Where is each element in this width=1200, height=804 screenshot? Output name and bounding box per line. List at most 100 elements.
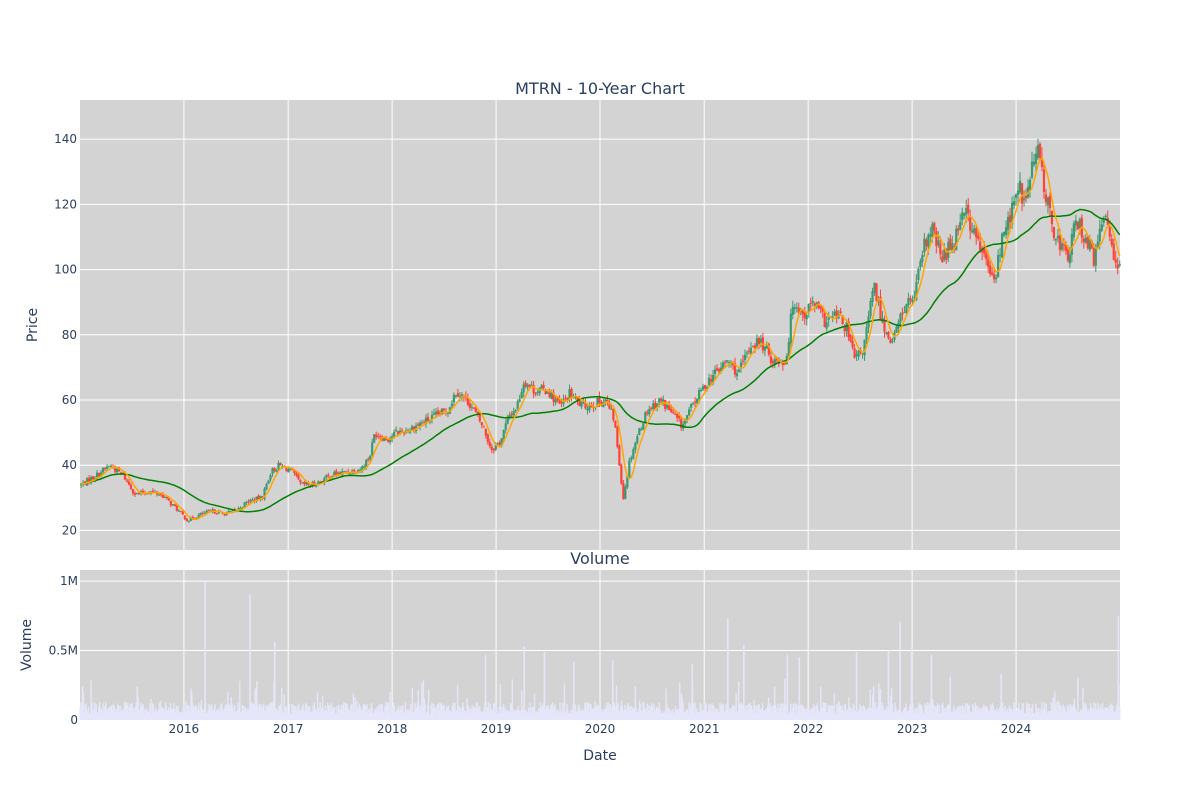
volume-bar [342, 704, 344, 720]
volume-bar [966, 714, 968, 720]
volume-bar [661, 710, 664, 720]
candle-body [803, 311, 806, 319]
volume-bar [529, 703, 531, 720]
volume-bar [1051, 709, 1053, 720]
volume-bar [1101, 710, 1103, 720]
volume-bar [855, 709, 857, 720]
volume-bar [950, 713, 953, 720]
volume-bar [1089, 709, 1091, 720]
volume-bar [819, 713, 821, 720]
volume-bar [971, 711, 973, 720]
candle-body [301, 482, 304, 484]
candle-body [769, 356, 772, 363]
candle-body [642, 423, 645, 430]
volume-bar [592, 709, 595, 720]
volume-bar [736, 711, 738, 720]
volume-bar [976, 713, 978, 720]
volume-bar [735, 693, 737, 720]
volume-bar [500, 713, 502, 720]
candle-body [959, 221, 962, 230]
volume-bar [681, 698, 684, 720]
volume-bar [242, 705, 244, 720]
volume-bar [806, 707, 808, 720]
volume-bar [708, 708, 711, 720]
volume-bar [121, 710, 123, 720]
volume-bar [300, 711, 302, 720]
volume-bar [86, 709, 88, 720]
price-tick-label: 120 [54, 197, 77, 211]
volume-bar [934, 706, 936, 720]
volume-bar [292, 706, 294, 720]
volume-bar [270, 703, 273, 720]
volume-bar [444, 713, 447, 720]
candle-body [530, 384, 533, 386]
volume-bar [83, 711, 85, 720]
volume-bar [515, 710, 518, 720]
volume-bar [874, 702, 877, 720]
candle-body [991, 272, 994, 275]
candle-body [957, 228, 960, 231]
volume-bar [707, 711, 709, 720]
volume-bar [532, 706, 534, 720]
volume-bar [255, 688, 257, 720]
volume-bar [825, 712, 828, 720]
volume-bar [776, 707, 778, 720]
volume-bar [653, 704, 655, 720]
volume-bar [1068, 710, 1071, 720]
volume-bar [786, 654, 789, 720]
candle-body [1092, 248, 1095, 266]
volume-bar [472, 709, 474, 720]
volume-bar [884, 709, 886, 720]
volume-bar [340, 704, 343, 720]
volume-bar [1083, 703, 1085, 720]
volume-bar [1107, 713, 1110, 720]
volume-bar [170, 710, 173, 720]
volume-bar [734, 711, 736, 720]
volume-bar [919, 704, 921, 720]
volume-bar [668, 708, 671, 720]
volume-bar [116, 712, 118, 720]
volume-bar [990, 704, 992, 720]
candle-body [119, 472, 123, 474]
volume-bar [391, 707, 393, 720]
candle-body [339, 471, 342, 475]
volume-bar [1012, 709, 1014, 720]
volume-bar [957, 706, 959, 720]
volume-bar [467, 705, 469, 720]
volume-bar [415, 707, 418, 720]
volume-bar [227, 704, 230, 720]
volume-bar [452, 702, 455, 720]
volume-bar [638, 700, 641, 720]
candle-body [731, 363, 735, 366]
volume-bar [984, 706, 987, 720]
volume-bar [365, 712, 367, 720]
volume-bar [692, 702, 695, 720]
candle-body [259, 495, 262, 500]
volume-bar [1115, 706, 1117, 720]
volume-bar [1103, 709, 1106, 720]
volume-bar [321, 696, 324, 720]
volume-bar [202, 713, 204, 720]
volume-bar [893, 711, 895, 720]
x-tick-label: 2019 [481, 722, 512, 736]
volume-bar [871, 708, 873, 720]
volume-bar [702, 709, 705, 720]
candle-body [1094, 248, 1097, 266]
candle-body [929, 234, 932, 237]
volume-bar [432, 707, 434, 720]
candle-body [229, 511, 232, 513]
volume-bar [635, 706, 637, 720]
price-tick-label: 60 [62, 393, 77, 407]
candle-body [610, 408, 613, 410]
volume-bar [780, 704, 783, 720]
candle-body [917, 268, 920, 280]
volume-bar [303, 713, 306, 720]
candle-body [817, 301, 820, 309]
volume-bar [862, 705, 865, 720]
volume-bar [177, 706, 179, 720]
volume-bar [197, 710, 199, 720]
candle-body [977, 235, 980, 239]
volume-bar [216, 713, 219, 720]
volume-bar [227, 691, 229, 720]
volume-bar [1104, 706, 1106, 720]
